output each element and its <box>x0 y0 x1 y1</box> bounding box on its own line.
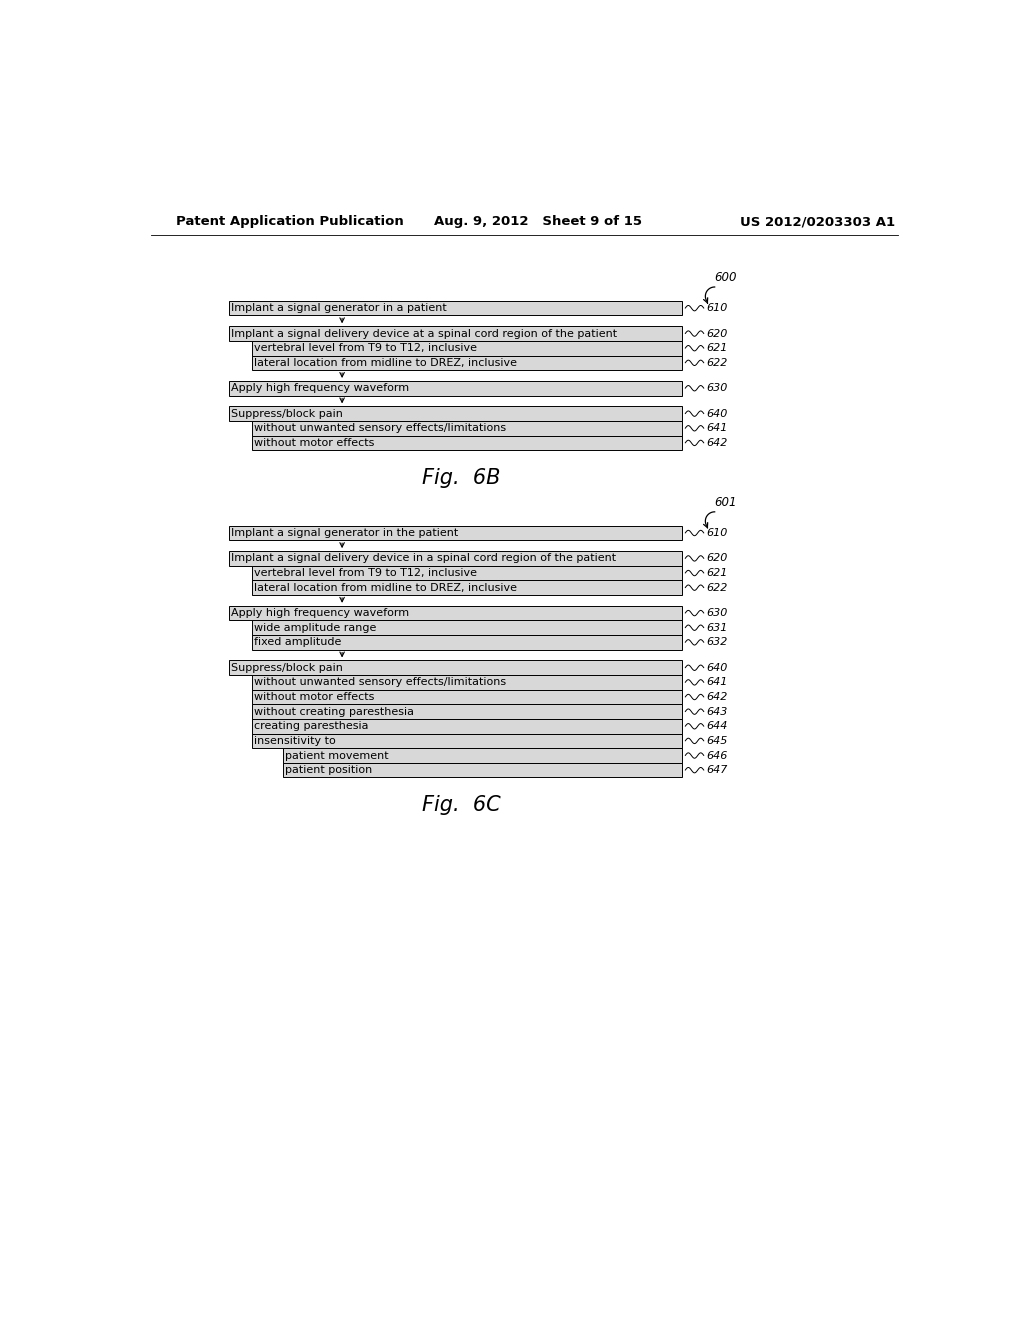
Bar <box>228 552 682 566</box>
Text: Apply high frequency waveform: Apply high frequency waveform <box>231 609 410 618</box>
Bar <box>228 326 682 341</box>
Text: vertebral level from T9 to T12, inclusive: vertebral level from T9 to T12, inclusiv… <box>254 568 477 578</box>
Bar <box>252 355 682 370</box>
Text: 610: 610 <box>707 304 727 313</box>
Bar <box>283 748 682 763</box>
Bar <box>228 525 682 540</box>
Bar <box>252 620 682 635</box>
Text: 642: 642 <box>707 692 727 702</box>
Bar <box>228 660 682 675</box>
Text: wide amplitude range: wide amplitude range <box>254 623 377 632</box>
Text: 621: 621 <box>707 568 727 578</box>
Text: 620: 620 <box>707 553 727 564</box>
Text: patient position: patient position <box>286 766 373 775</box>
Text: 646: 646 <box>707 751 727 760</box>
Bar <box>228 381 682 396</box>
Text: 621: 621 <box>707 343 727 354</box>
Text: Patent Application Publication: Patent Application Publication <box>176 215 403 228</box>
Text: 601: 601 <box>715 496 737 508</box>
Bar <box>252 581 682 595</box>
Text: US 2012/0203303 A1: US 2012/0203303 A1 <box>740 215 895 228</box>
Text: 622: 622 <box>707 358 727 368</box>
Text: 610: 610 <box>707 528 727 539</box>
Text: Fig.  6B: Fig. 6B <box>422 469 501 488</box>
Text: Suppress/block pain: Suppress/block pain <box>231 663 343 673</box>
Text: Implant a signal generator in the patient: Implant a signal generator in the patien… <box>231 528 459 539</box>
Text: 641: 641 <box>707 424 727 433</box>
Text: 647: 647 <box>707 766 727 775</box>
Text: vertebral level from T9 to T12, inclusive: vertebral level from T9 to T12, inclusiv… <box>254 343 477 354</box>
Text: 642: 642 <box>707 438 727 447</box>
Text: 600: 600 <box>715 271 737 284</box>
Text: fixed amplitude: fixed amplitude <box>254 638 342 647</box>
Bar <box>252 341 682 355</box>
Text: lateral location from midline to DREZ, inclusive: lateral location from midline to DREZ, i… <box>254 582 517 593</box>
Text: 630: 630 <box>707 383 727 393</box>
Text: Aug. 9, 2012   Sheet 9 of 15: Aug. 9, 2012 Sheet 9 of 15 <box>434 215 642 228</box>
Text: creating paresthesia: creating paresthesia <box>254 721 369 731</box>
Text: without motor effects: without motor effects <box>254 692 375 702</box>
Bar <box>252 719 682 734</box>
Text: 640: 640 <box>707 409 727 418</box>
Text: 630: 630 <box>707 609 727 618</box>
Text: Suppress/block pain: Suppress/block pain <box>231 409 343 418</box>
Text: without motor effects: without motor effects <box>254 438 375 447</box>
Bar <box>252 675 682 689</box>
Text: Fig.  6C: Fig. 6C <box>422 795 501 816</box>
Text: 644: 644 <box>707 721 727 731</box>
Bar <box>283 763 682 777</box>
Bar <box>228 301 682 315</box>
Bar <box>252 689 682 705</box>
Text: 645: 645 <box>707 737 727 746</box>
Bar <box>252 436 682 450</box>
Text: insensitivity to: insensitivity to <box>254 737 336 746</box>
Text: without unwanted sensory effects/limitations: without unwanted sensory effects/limitat… <box>254 677 507 688</box>
Text: Apply high frequency waveform: Apply high frequency waveform <box>231 383 410 393</box>
Bar <box>252 566 682 581</box>
Bar <box>252 421 682 436</box>
Text: 632: 632 <box>707 638 727 647</box>
Text: Implant a signal delivery device in a spinal cord region of the patient: Implant a signal delivery device in a sp… <box>231 553 616 564</box>
Text: patient movement: patient movement <box>286 751 389 760</box>
Text: without unwanted sensory effects/limitations: without unwanted sensory effects/limitat… <box>254 424 507 433</box>
Text: 622: 622 <box>707 582 727 593</box>
Text: lateral location from midline to DREZ, inclusive: lateral location from midline to DREZ, i… <box>254 358 517 368</box>
Bar <box>228 407 682 421</box>
Text: 640: 640 <box>707 663 727 673</box>
Bar <box>252 734 682 748</box>
Text: 631: 631 <box>707 623 727 632</box>
Text: 620: 620 <box>707 329 727 338</box>
Text: 643: 643 <box>707 706 727 717</box>
Bar <box>252 635 682 649</box>
Text: 641: 641 <box>707 677 727 688</box>
Bar <box>252 705 682 719</box>
Text: without creating paresthesia: without creating paresthesia <box>254 706 415 717</box>
Text: Implant a signal delivery device at a spinal cord region of the patient: Implant a signal delivery device at a sp… <box>231 329 617 338</box>
Bar <box>228 606 682 620</box>
Text: Implant a signal generator in a patient: Implant a signal generator in a patient <box>231 304 446 313</box>
